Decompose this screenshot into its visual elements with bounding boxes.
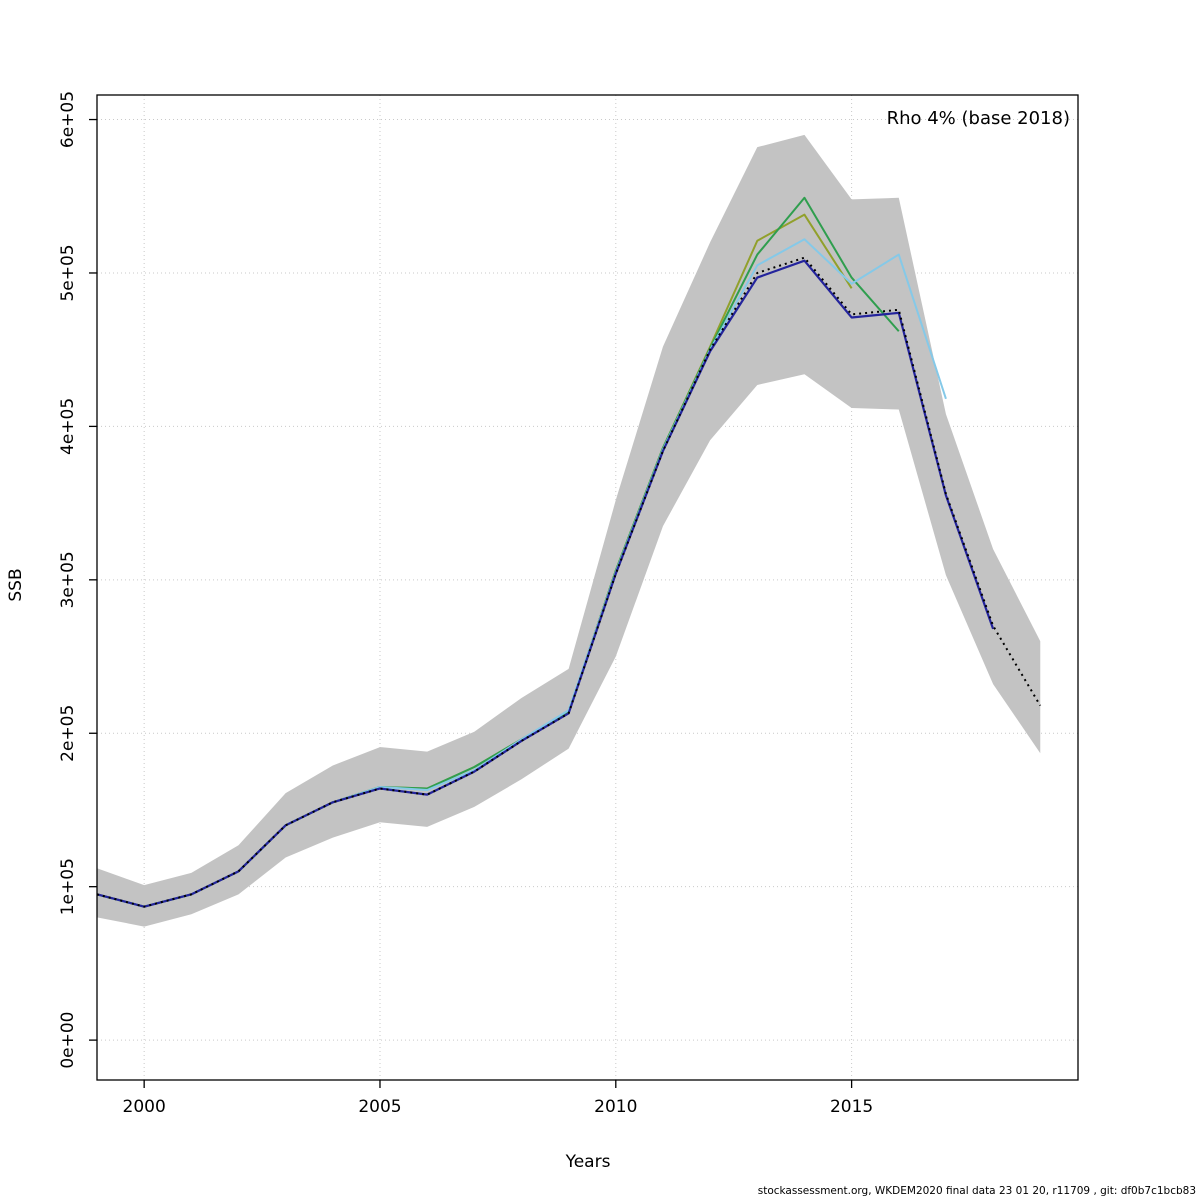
confidence-band xyxy=(97,134,1041,927)
gridlines xyxy=(97,95,1078,1080)
axes: 2000 2005 2010 2015 0e+00 1e+05 2e+05 3e+05 4e+0… xyxy=(58,91,873,1117)
series-retro-2018 xyxy=(96,259,995,908)
y-tick-label: 6e+05 xyxy=(58,91,78,148)
chart-annotation-rho: Rho 4% (base 2018) xyxy=(886,108,1070,129)
y-tick-label: 5e+05 xyxy=(58,244,78,301)
y-tick-label: 3e+05 xyxy=(58,551,78,608)
x-tick-label: 2015 xyxy=(830,1097,873,1117)
x-tick-label: 2010 xyxy=(594,1097,637,1117)
source-note: stockassessment.org, WKDEM2020 final dat… xyxy=(757,1185,1196,1197)
plot-box xyxy=(96,94,1079,1081)
y-tick-label: 4e+05 xyxy=(58,398,78,455)
y-tick-label: 0e+00 xyxy=(58,1012,78,1069)
x-tick-label: 2000 xyxy=(123,1097,166,1117)
x-axis-label: Years xyxy=(565,1152,611,1172)
y-axis-label: SSB xyxy=(6,568,26,602)
x-tick-label: 2005 xyxy=(358,1097,401,1117)
y-tick-label: 2e+05 xyxy=(58,705,78,762)
y-tick-label: 1e+05 xyxy=(58,858,78,915)
series-base-2018 xyxy=(96,256,1042,908)
